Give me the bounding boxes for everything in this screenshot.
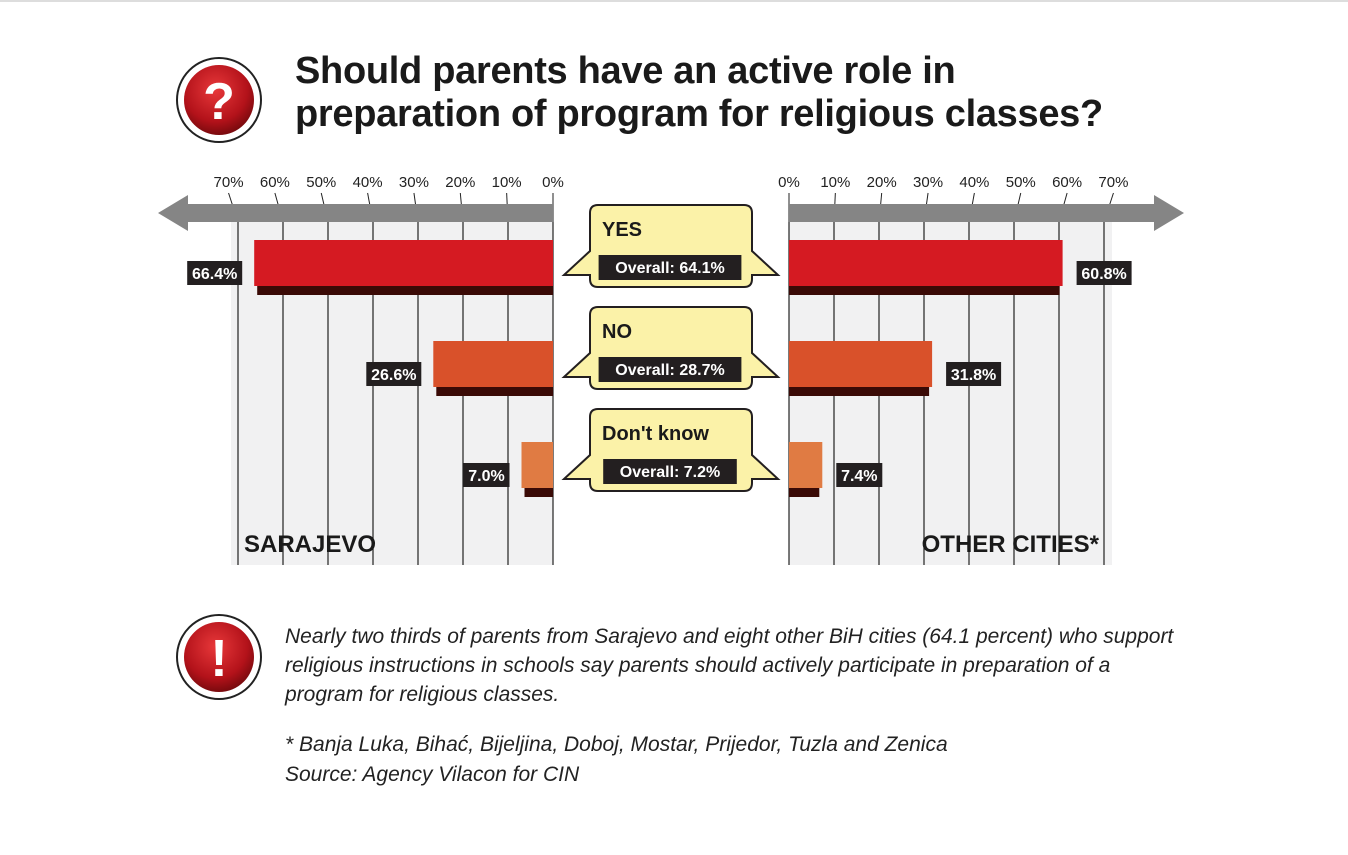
- series-label: OTHER CITIES*: [922, 531, 1100, 558]
- title-line-1: Should parents have an active role in: [295, 50, 956, 92]
- tick-label: 10%: [820, 174, 850, 191]
- bar-shadow: [257, 285, 553, 295]
- tick-label: 20%: [445, 174, 475, 191]
- tick-label: 40%: [959, 174, 989, 191]
- svg-text:!: !: [210, 630, 227, 688]
- bar-shadow: [789, 487, 820, 497]
- bar-othercities-0: [789, 240, 1063, 286]
- value-label: 7.4%: [841, 468, 877, 485]
- bar-othercities-1: [789, 341, 933, 387]
- bar-othercities-2: [789, 442, 823, 488]
- overall-label: Overall: 7.2%: [620, 464, 721, 481]
- value-label: 31.8%: [951, 367, 996, 384]
- series-label: SARAJEVO: [244, 531, 376, 558]
- title-line-2: preparation of program for religious cla…: [295, 93, 1103, 135]
- cities-footnote: * Banja Luka, Bihać, Bijeljina, Doboj, M…: [285, 733, 948, 756]
- tick-label: 30%: [913, 174, 943, 191]
- source-note: Source: Agency Vilacon for CIN: [285, 763, 580, 786]
- tick-label: 50%: [1006, 174, 1036, 191]
- value-label: 7.0%: [468, 468, 504, 485]
- value-label-box: [836, 463, 883, 487]
- value-label-box: [366, 362, 422, 386]
- bar-sarajevo-0: [254, 240, 553, 286]
- question-icon: ?: [176, 57, 262, 143]
- bar-sarajevo-1: [433, 341, 553, 387]
- overall-label: Overall: 28.7%: [615, 362, 724, 379]
- overall-label-box: [603, 459, 737, 484]
- value-label: 60.8%: [1081, 266, 1126, 283]
- bar-shadow: [524, 487, 553, 497]
- tick-label: 60%: [260, 174, 290, 191]
- tick-label: 70%: [1098, 174, 1128, 191]
- category-label: Don't know: [602, 423, 709, 445]
- value-label: 26.6%: [371, 367, 416, 384]
- category-label: YES: [602, 219, 642, 241]
- value-label-box: [463, 463, 510, 487]
- tick-label: 50%: [306, 174, 336, 191]
- tick-label: 60%: [1052, 174, 1082, 191]
- tick-label: 10%: [492, 174, 522, 191]
- bar-shadow: [436, 386, 553, 396]
- overall-label-box: [598, 357, 742, 382]
- axis-arrow: [158, 195, 553, 231]
- tick-label: 30%: [399, 174, 429, 191]
- value-label-box: [187, 261, 243, 285]
- tick-label: 70%: [214, 174, 244, 191]
- category-label: NO: [602, 321, 632, 343]
- axis-arrow: [789, 195, 1184, 231]
- value-label-box: [946, 362, 1002, 386]
- footnotes: * Banja Luka, Bihać, Bijeljina, Doboj, M…: [285, 730, 948, 790]
- bar-shadow: [789, 285, 1060, 295]
- exclamation-icon: !: [176, 614, 262, 700]
- bar-shadow: [789, 386, 930, 396]
- bar-sarajevo-2: [521, 442, 553, 488]
- overall-label-box: [598, 255, 742, 280]
- summary-note: Nearly two thirds of parents from Saraje…: [285, 625, 1174, 706]
- tick-label: 40%: [353, 174, 383, 191]
- overall-label: Overall: 64.1%: [615, 260, 724, 277]
- tick-label: 20%: [867, 174, 897, 191]
- value-label: 66.4%: [192, 266, 237, 283]
- svg-text:?: ?: [203, 73, 235, 131]
- chart-title: Should parents have an active role in pr…: [295, 50, 1103, 136]
- tick-label: 0%: [778, 174, 800, 191]
- value-label-box: [1076, 261, 1132, 285]
- tick-label: 0%: [542, 174, 564, 191]
- top-border: [0, 0, 1348, 2]
